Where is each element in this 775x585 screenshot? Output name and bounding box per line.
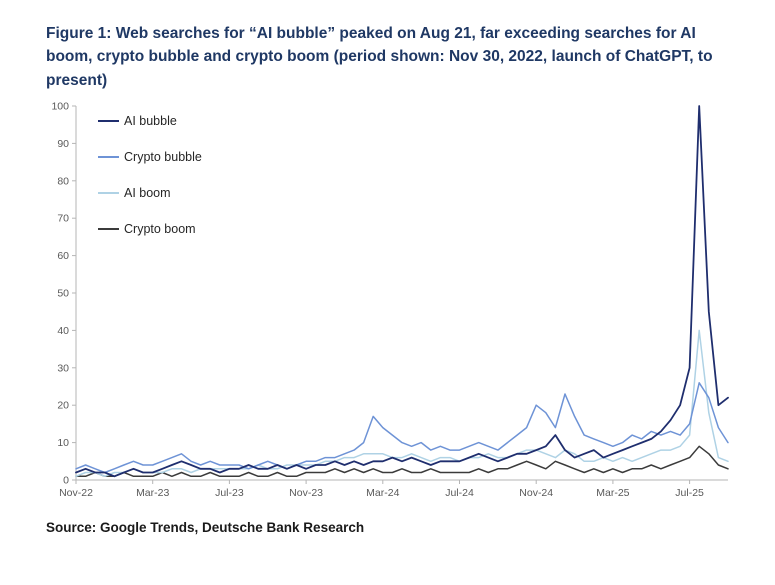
crypto-boom-line-swatch xyxy=(98,227,119,230)
svg-text:70: 70 xyxy=(57,212,69,224)
svg-text:90: 90 xyxy=(57,138,69,150)
svg-text:40: 40 xyxy=(57,325,69,337)
svg-text:Jul-23: Jul-23 xyxy=(215,487,244,499)
chart-legend: AI bubble Crypto bubble AI boom Crypto b… xyxy=(98,114,202,236)
svg-text:100: 100 xyxy=(51,100,69,112)
legend-item-ai-boom: AI boom xyxy=(98,186,202,200)
svg-text:80: 80 xyxy=(57,175,69,187)
svg-text:Nov-23: Nov-23 xyxy=(289,487,323,499)
legend-item-ai-bubble: AI bubble xyxy=(98,114,202,128)
crypto-bubble-line-swatch xyxy=(98,155,119,158)
source-text: Source: Google Trends, Deutsche Bank Res… xyxy=(46,519,365,535)
svg-text:0: 0 xyxy=(63,474,69,486)
legend-label-ai-bubble: AI bubble xyxy=(124,113,177,128)
chart-canvas: 0 10 20 30 40 50 60 70 80 90 100 Nov-22 Mar-23 Jul-23… xyxy=(51,100,729,499)
legend-item-crypto-boom: Crypto boom xyxy=(98,222,202,236)
legend-label-crypto-boom: Crypto boom xyxy=(124,221,196,236)
legend-label-ai-boom: AI boom xyxy=(124,185,171,200)
legend-label-crypto-bubble: Crypto bubble xyxy=(124,149,202,164)
line-chart: 0 10 20 30 40 50 60 70 80 90 100 Nov-22 Mar-23 Jul-23… xyxy=(38,98,738,506)
ai-bubble-line-swatch xyxy=(98,119,119,122)
svg-text:Mar-25: Mar-25 xyxy=(596,487,629,499)
svg-text:Nov-22: Nov-22 xyxy=(59,487,93,499)
svg-text:60: 60 xyxy=(57,250,69,262)
svg-text:Jul-24: Jul-24 xyxy=(445,487,474,499)
svg-text:Nov-24: Nov-24 xyxy=(519,487,553,499)
svg-text:50: 50 xyxy=(57,287,69,299)
svg-text:20: 20 xyxy=(57,399,69,411)
figure-title: Figure 1: Web searches for “AI bubble” p… xyxy=(46,25,713,89)
svg-text:Mar-23: Mar-23 xyxy=(136,487,169,499)
svg-text:30: 30 xyxy=(57,362,69,374)
svg-text:10: 10 xyxy=(57,437,69,449)
svg-text:Mar-24: Mar-24 xyxy=(366,487,399,499)
ai-boom-line-swatch xyxy=(98,191,119,194)
svg-text:Jul-25: Jul-25 xyxy=(675,487,704,499)
legend-item-crypto-bubble: Crypto bubble xyxy=(98,150,202,164)
